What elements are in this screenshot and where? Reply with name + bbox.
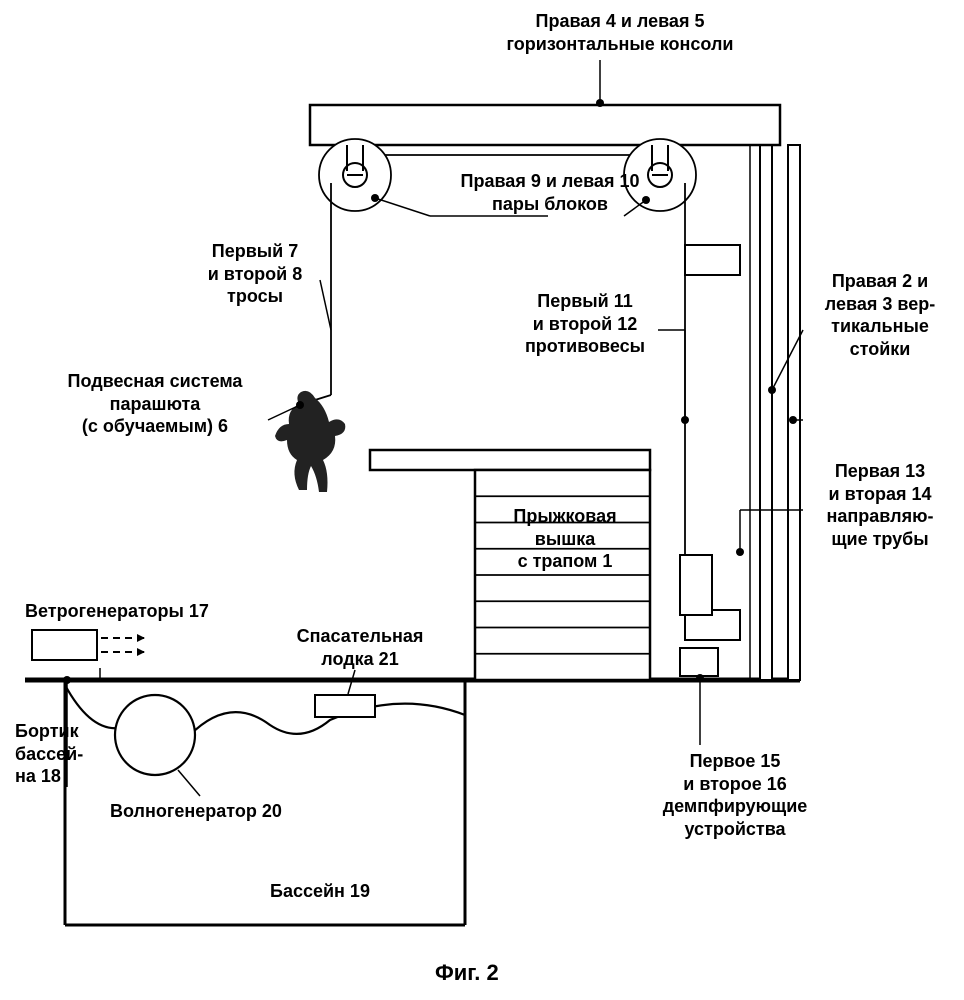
label-stands: Правая 2 илевая 3 вер-тикальныестойки [805, 270, 955, 360]
label-caption: Фиг. 2 [435, 960, 555, 986]
label-poolside: Бортикбассей-на 18 [15, 720, 105, 788]
label-tubes: Первая 13и вторая 14направляю-щие трубы [805, 460, 955, 550]
label-damping: Первое 15и второе 16демпфирующиеустройст… [635, 750, 835, 840]
label-tower: Прыжковаявышкас трапом 1 [490, 505, 640, 573]
label-boat: Спасательнаялодка 21 [280, 625, 440, 670]
label-cables: Первый 7и второй 8тросы [185, 240, 325, 308]
label-counterweights: Первый 11и второй 12противовесы [500, 290, 670, 358]
label-windgen: Ветрогенераторы 17 [25, 600, 245, 623]
label-harness: Подвесная системапарашюта(с обучаемым) 6 [40, 370, 270, 438]
label-wavegen: Волногенератор 20 [110, 800, 330, 823]
label-pool: Бассейн 19 [240, 880, 400, 903]
label-consoles: Правая 4 и левая 5горизонтальные консоли [470, 10, 770, 55]
label-block_pairs: Правая 9 и левая 10пары блоков [435, 170, 665, 215]
